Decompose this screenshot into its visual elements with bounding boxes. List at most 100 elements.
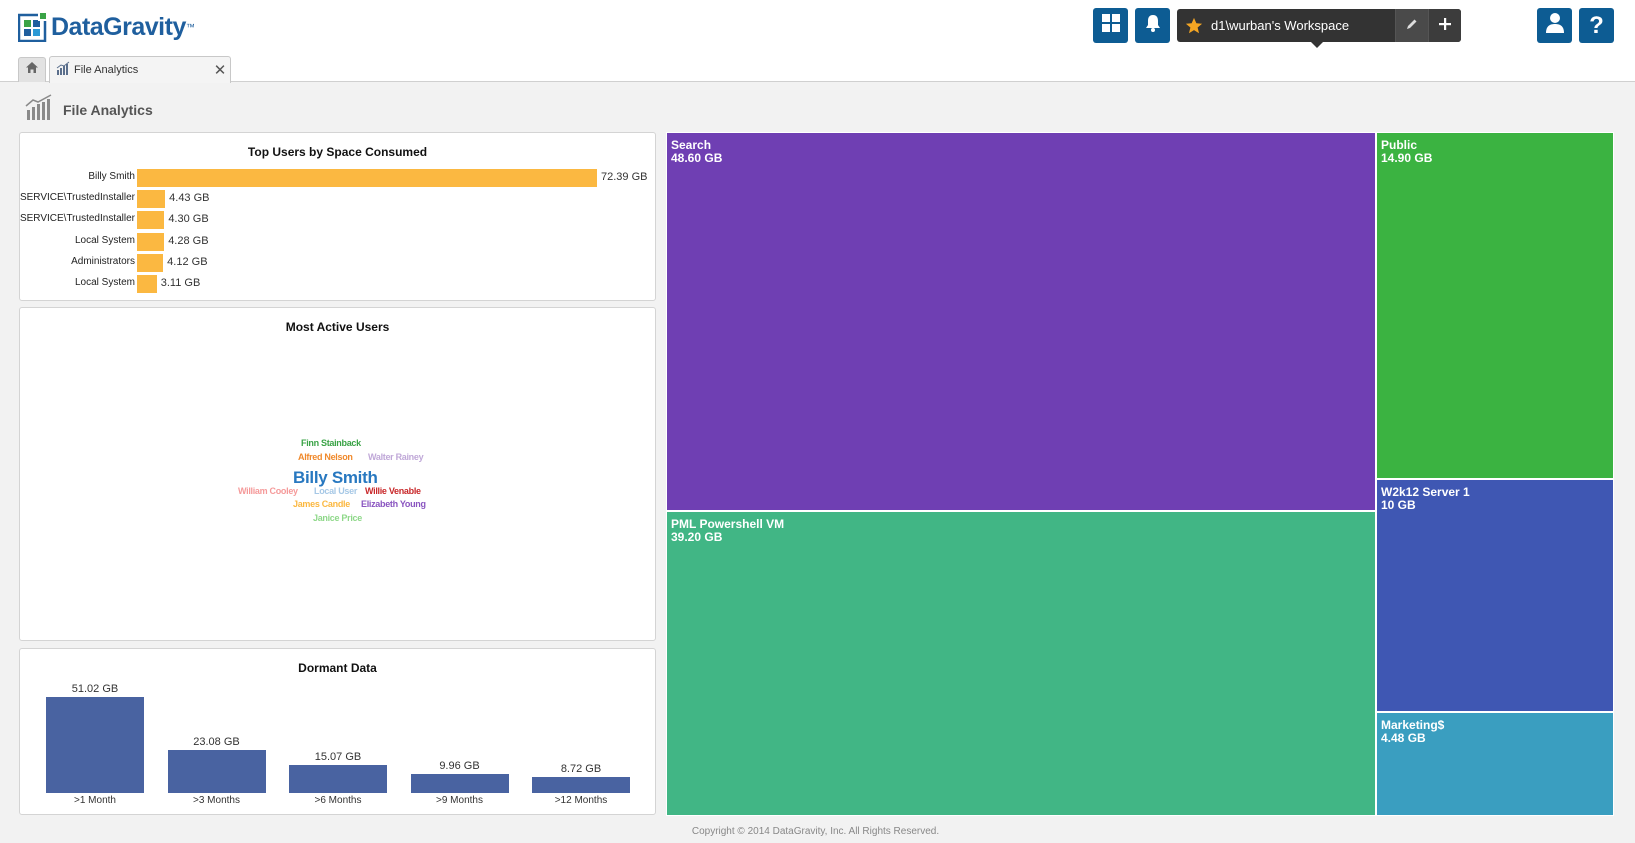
dashboard-button[interactable] bbox=[1093, 8, 1128, 43]
dormant-bar-value: 8.72 GB bbox=[560, 762, 602, 775]
word-cloud: Finn Stainback Alfred Nelson Walter Rainey… bbox=[20, 308, 657, 642]
dormant-bar-value: 15.07 GB bbox=[314, 750, 362, 763]
dormant-bar-value: 23.08 GB bbox=[193, 735, 240, 748]
dormant-bar bbox=[167, 749, 266, 793]
bell-icon bbox=[1143, 13, 1163, 38]
treemap-cell-size: 10 GB bbox=[1381, 498, 1416, 512]
dormant-data-title: Dormant Data bbox=[298, 661, 377, 675]
dormant-bar bbox=[289, 764, 387, 793]
workspace-selector[interactable]: d1\wurban's Workspace bbox=[1177, 9, 1461, 42]
treemap-cell-size: 14.90 GB bbox=[1381, 151, 1433, 165]
bar-value: 4.12 GB bbox=[167, 255, 208, 268]
bar-row: Billy Smith 72.39 GB bbox=[20, 168, 657, 187]
bar bbox=[137, 275, 157, 293]
dormant-bar-category: >3 Months bbox=[193, 795, 240, 806]
treemap-cell-size: 39.20 GB bbox=[671, 530, 723, 544]
treemap-cell-name: PML Powershell VM bbox=[671, 517, 785, 531]
user-profile-button[interactable] bbox=[1537, 8, 1572, 43]
bar-value: 4.30 GB bbox=[168, 213, 209, 226]
notifications-button[interactable] bbox=[1135, 8, 1170, 43]
dormant-bar bbox=[532, 776, 630, 793]
cloud-word: Billy Smith bbox=[293, 468, 378, 487]
datagravity-logo[interactable]: DataGravity ™ bbox=[17, 12, 195, 43]
bar-label: Billy Smith bbox=[88, 171, 135, 182]
treemap-cell[interactable]: W2k12 Server 1 10 GB bbox=[1376, 479, 1614, 712]
bar bbox=[137, 211, 165, 230]
bar-row: Administrators 4.12 GB bbox=[20, 253, 657, 272]
top-users-title: Top Users by Space Consumed bbox=[247, 145, 428, 159]
bar-row: Local System 4.28 GB bbox=[20, 232, 657, 251]
dormant-bar-value: 9.96 GB bbox=[439, 760, 480, 773]
tab-label: File Analytics bbox=[74, 64, 139, 76]
bar-value: 4.43 GB bbox=[169, 192, 210, 205]
treemap-cell-name: Marketing$ bbox=[1381, 718, 1445, 732]
brand-trademark: ™ bbox=[185, 22, 195, 32]
bar bbox=[137, 190, 166, 209]
share-treemap: Search 48.60 GB PML Powershell VM 39.20 GB P… bbox=[666, 132, 1614, 816]
dormant-bar-category: >1 Month bbox=[74, 795, 116, 806]
dormant-bar bbox=[46, 697, 144, 793]
help-button[interactable]: ? bbox=[1579, 8, 1614, 43]
dormant-data-chart: 51.02 GB >1 Month 23.08 GB >3 Months 15.07 G… bbox=[20, 649, 657, 816]
treemap-cell[interactable]: Search 48.60 GB bbox=[666, 132, 1376, 511]
treemap-cell[interactable]: PML Powershell VM 39.20 GB bbox=[666, 511, 1376, 816]
cloud-word: Elizabeth Young bbox=[361, 499, 426, 509]
add-workspace-button[interactable] bbox=[1428, 9, 1461, 42]
bar-row: NT SERVICE\TrustedInstaller 4.43 GB bbox=[20, 189, 657, 209]
edit-workspace-button[interactable] bbox=[1395, 9, 1428, 42]
bar-label: Administrators bbox=[71, 255, 135, 267]
dormant-bar bbox=[410, 774, 509, 793]
treemap-cell-name: Search bbox=[671, 138, 712, 152]
analytics-tab-icon bbox=[56, 61, 70, 80]
tab-file-analytics[interactable]: File Analytics ✕ bbox=[49, 56, 231, 83]
treemap-cell-size: 4.48 GB bbox=[1381, 731, 1426, 745]
cloud-word: William Cooley bbox=[238, 486, 298, 496]
top-users-chart: Billy Smith 72.39 GB NT SERVICE\TrustedIns… bbox=[20, 133, 657, 302]
dashboard-grid-icon bbox=[1101, 13, 1121, 38]
treemap-cell-size: 48.60 GB bbox=[671, 151, 723, 165]
dormant-data-panel: Dormant Data 51.02 GB >1 Month 23.08 GB >3 … bbox=[19, 648, 656, 815]
bar-label: Local System bbox=[74, 277, 135, 288]
active-users-panel: Most Active Users Finn Stainback Alfred N… bbox=[19, 307, 656, 641]
bar-value: 72.39 GB bbox=[601, 171, 648, 183]
bar-label: Local System bbox=[74, 234, 135, 246]
top-bar: DataGravity ™ d1\wurban's Workspace bbox=[0, 0, 1635, 83]
bar-label: NT SERVICE\TrustedInstaller bbox=[20, 213, 135, 225]
cloud-word: Walter Rainey bbox=[368, 452, 424, 462]
cloud-word: Alfred Nelson bbox=[298, 452, 353, 462]
tab-home[interactable] bbox=[18, 57, 46, 82]
cloud-word: James Candle bbox=[293, 499, 350, 509]
pencil-icon bbox=[1406, 17, 1418, 35]
help-icon: ? bbox=[1589, 11, 1604, 39]
page-title-text: File Analytics bbox=[63, 101, 153, 118]
cloud-word: Finn Stainback bbox=[301, 438, 361, 448]
cloud-word: Local User bbox=[314, 486, 358, 496]
treemap-cell[interactable]: Public 14.90 GB bbox=[1376, 132, 1614, 479]
page-title: File Analytics bbox=[25, 94, 153, 125]
dormant-bar-value: 51.02 GB bbox=[71, 683, 119, 695]
dormant-bar-category: >9 Months bbox=[436, 795, 483, 806]
file-analytics-icon bbox=[25, 94, 53, 125]
treemap-cell-name: Public bbox=[1381, 138, 1418, 152]
dormant-bar-category: >12 Months bbox=[554, 795, 608, 806]
brand-name: DataGravity bbox=[51, 12, 186, 41]
dormant-bar-category: >6 Months bbox=[314, 795, 362, 806]
treemap-cell[interactable]: Marketing$ 4.48 GB bbox=[1376, 712, 1614, 816]
active-users-title: Most Active Users bbox=[285, 320, 390, 334]
bar-row: NT SERVICE\TrustedInstaller 4.30 GB bbox=[20, 210, 657, 230]
user-icon bbox=[1545, 12, 1565, 39]
home-icon bbox=[25, 61, 39, 79]
bar-value: 3.11 GB bbox=[160, 277, 201, 289]
bar-value: 4.28 GB bbox=[168, 234, 209, 247]
top-users-panel: Top Users by Space Consumed Billy Smith 7… bbox=[19, 132, 656, 301]
cloud-word: Janice Price bbox=[313, 513, 362, 523]
workspace-caret bbox=[1311, 42, 1323, 48]
bar-label: NT SERVICE\TrustedInstaller bbox=[20, 192, 135, 204]
star-icon[interactable] bbox=[1177, 17, 1211, 35]
bar bbox=[137, 253, 164, 272]
copyright-text: Copyright © 2014 DataGravity, Inc. All R… bbox=[691, 826, 940, 837]
close-tab-icon[interactable]: ✕ bbox=[213, 62, 227, 79]
bar-row: Local System 3.11 GB bbox=[20, 274, 657, 293]
bar bbox=[137, 232, 165, 251]
cloud-word: Willie Venable bbox=[365, 486, 421, 496]
